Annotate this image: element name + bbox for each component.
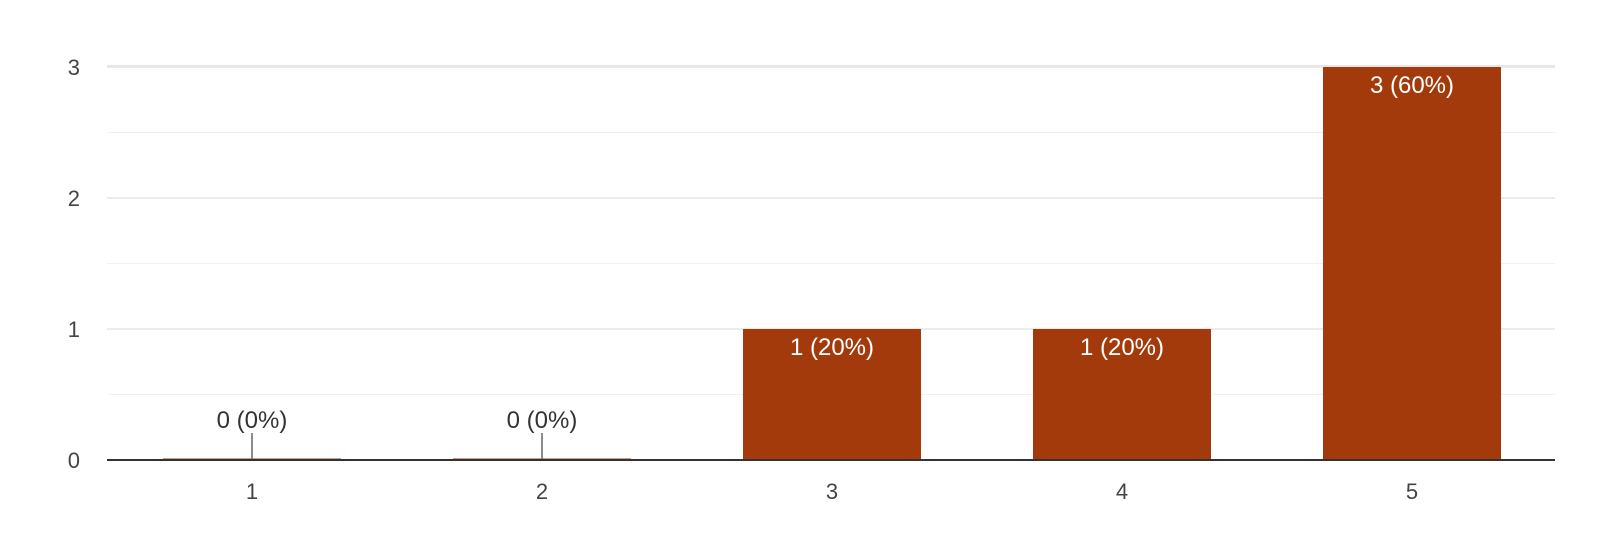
x-tick-label: 5 <box>1406 479 1418 504</box>
bar-data-label: 1 (20%) <box>790 334 874 361</box>
bar <box>743 329 921 460</box>
x-tick-label: 2 <box>536 479 548 504</box>
y-tick-label: 0 <box>68 448 80 473</box>
bar-data-label: 3 (60%) <box>1370 72 1454 99</box>
x-tick-label: 3 <box>826 479 838 504</box>
bar-data-label: 1 (20%) <box>1080 334 1164 361</box>
x-tick-label: 4 <box>1116 479 1128 504</box>
x-tick-label: 1 <box>246 479 258 504</box>
bar-data-label: 0 (0%) <box>217 407 288 434</box>
bar <box>1323 67 1501 460</box>
y-tick-label: 1 <box>68 317 80 342</box>
y-tick-label: 3 <box>68 55 80 80</box>
bar-data-label: 0 (0%) <box>507 407 578 434</box>
y-tick-label: 2 <box>68 186 80 211</box>
bar <box>1033 329 1211 460</box>
